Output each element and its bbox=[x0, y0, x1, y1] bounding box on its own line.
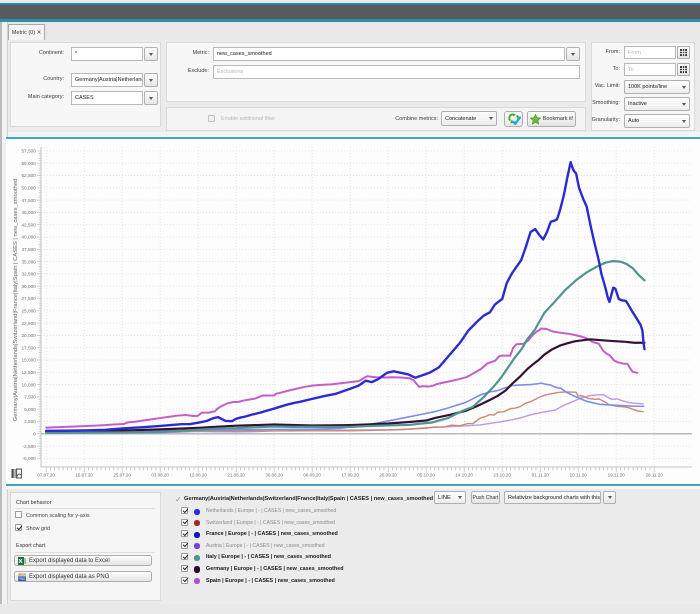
svg-text:08.09.20: 08.09.20 bbox=[303, 473, 321, 478]
svg-text:15,000: 15,000 bbox=[21, 358, 36, 363]
svg-text:01.11.20: 01.11.20 bbox=[532, 473, 550, 478]
svg-text:26.09.20: 26.09.20 bbox=[379, 473, 397, 478]
svg-text:19.11.20: 19.11.20 bbox=[608, 473, 626, 478]
svg-text:21.08.20: 21.08.20 bbox=[227, 473, 245, 478]
svg-text:35,000: 35,000 bbox=[21, 259, 36, 264]
svg-text:7,500: 7,500 bbox=[24, 395, 36, 400]
svg-text:0: 0 bbox=[33, 432, 36, 437]
svg-text:37,500: 37,500 bbox=[21, 247, 36, 252]
svg-text:50,000: 50,000 bbox=[21, 186, 36, 191]
svg-text:25,000: 25,000 bbox=[21, 309, 36, 314]
svg-text:-2,500: -2,500 bbox=[23, 444, 37, 449]
svg-text:14.10.20: 14.10.20 bbox=[455, 473, 473, 478]
svg-text:57,500: 57,500 bbox=[21, 149, 36, 154]
svg-text:45,000: 45,000 bbox=[21, 210, 36, 215]
svg-text:12.08.20: 12.08.20 bbox=[189, 473, 207, 478]
svg-text:55,000: 55,000 bbox=[21, 161, 36, 166]
svg-text:40,000: 40,000 bbox=[21, 235, 36, 240]
svg-text:5,000: 5,000 bbox=[24, 407, 36, 412]
svg-text:25.07.20: 25.07.20 bbox=[113, 473, 131, 478]
svg-text:27,500: 27,500 bbox=[21, 296, 36, 301]
svg-text:30.08.20: 30.08.20 bbox=[265, 473, 283, 478]
svg-text:12,500: 12,500 bbox=[21, 370, 36, 375]
svg-text:07.07.20: 07.07.20 bbox=[37, 473, 55, 478]
svg-text:32,500: 32,500 bbox=[21, 272, 36, 277]
svg-text:22,500: 22,500 bbox=[21, 321, 36, 326]
svg-text:10,000: 10,000 bbox=[21, 382, 36, 387]
svg-text:16.07.20: 16.07.20 bbox=[75, 473, 93, 478]
svg-text:03.08.20: 03.08.20 bbox=[151, 473, 169, 478]
svg-text:05.10.20: 05.10.20 bbox=[417, 473, 435, 478]
svg-text:47,500: 47,500 bbox=[21, 198, 36, 203]
svg-text:30,000: 30,000 bbox=[21, 284, 36, 289]
svg-text:PNG: PNG bbox=[19, 577, 26, 581]
svg-text:-5,000: -5,000 bbox=[23, 456, 37, 461]
svg-text:10.11.20: 10.11.20 bbox=[570, 473, 588, 478]
svg-text:2,500: 2,500 bbox=[24, 419, 36, 424]
svg-text:52,500: 52,500 bbox=[21, 173, 36, 178]
svg-text:42,500: 42,500 bbox=[21, 222, 36, 227]
svg-text:Germany|Austria|Netherlands|Sw: Germany|Austria|Netherlands|Switzerland|… bbox=[13, 179, 19, 421]
svg-text:17.09.20: 17.09.20 bbox=[341, 473, 359, 478]
svg-text:23.10.20: 23.10.20 bbox=[493, 473, 511, 478]
svg-text:28.11.20: 28.11.20 bbox=[646, 473, 664, 478]
svg-text:20,000: 20,000 bbox=[21, 333, 36, 338]
svg-text:17,500: 17,500 bbox=[21, 345, 36, 350]
